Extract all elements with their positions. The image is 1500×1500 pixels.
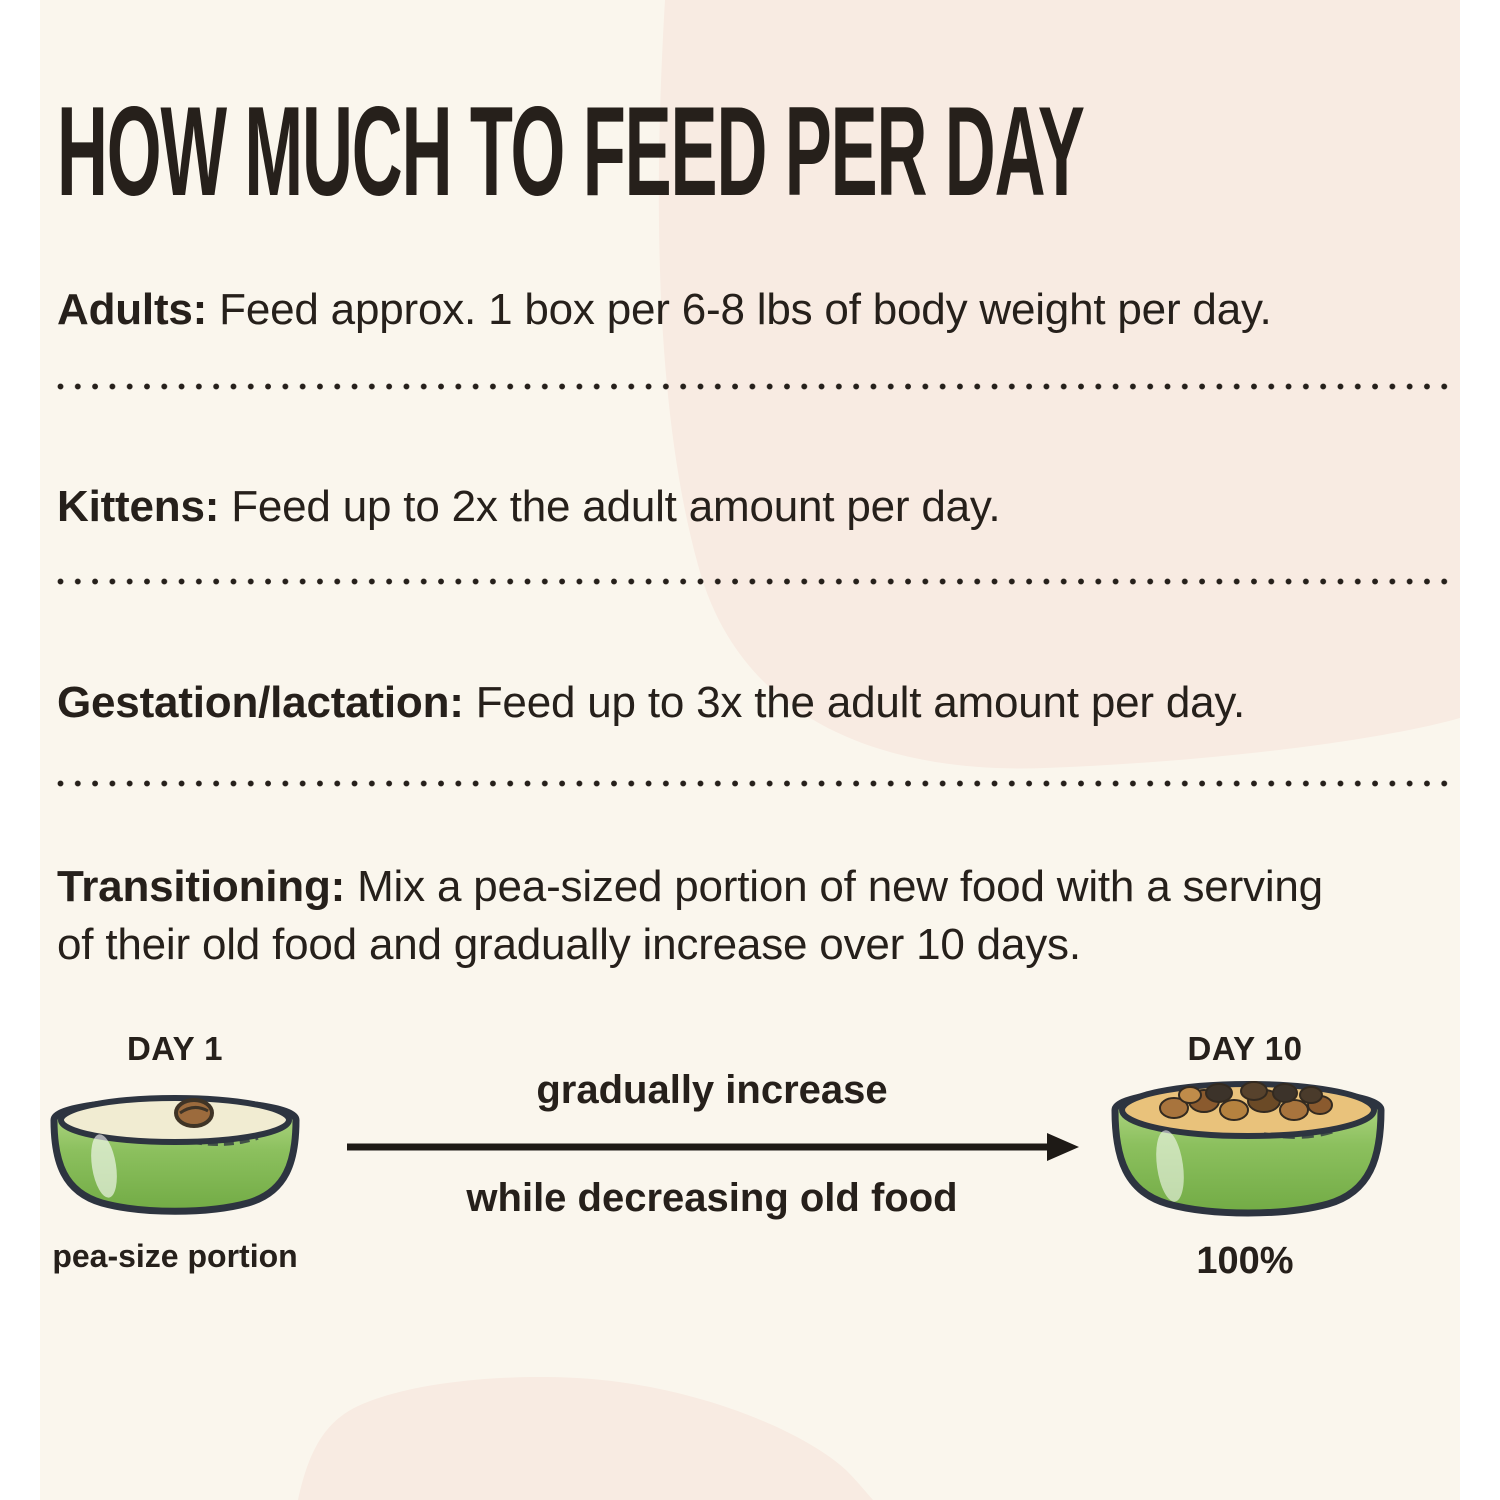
dotted-divider: [57, 780, 1455, 787]
guideline-adults-label: Adults:: [57, 285, 208, 334]
dotted-divider: [57, 383, 1455, 390]
guideline-transitioning-label: Transitioning:: [57, 862, 346, 911]
arrow-bottom-label: while decreasing old food: [466, 1176, 958, 1220]
arrow-top-label: gradually increase: [536, 1068, 888, 1112]
guideline-adults-text: Feed approx. 1 box per 6-8 lbs of body w…: [207, 285, 1272, 334]
guideline-transitioning-text: Mix a pea-sized portion of new food with…: [57, 862, 1323, 969]
day1-caption: pea-size portion: [52, 1238, 298, 1274]
guideline-gestation-text: Feed up to 3x the adult amount per day.: [463, 678, 1245, 727]
kibble-pile: [1159, 1081, 1333, 1121]
day10-label: DAY 10: [1187, 1030, 1303, 1067]
page-title: HOW MUCH TO FEED PER DAY: [57, 80, 1085, 222]
guideline-gestation-label: Gestation/lactation:: [57, 678, 464, 727]
blob-bottom-center: [298, 1377, 873, 1500]
dotted-divider: [57, 578, 1455, 585]
guideline-kittens-text: Feed up to 2x the adult amount per day.: [219, 482, 1001, 531]
guideline-transitioning: Transitioning: Mix a pea-sized portion o…: [57, 858, 1357, 974]
guideline-gestation: Gestation/lactation: Feed up to 3x the a…: [57, 674, 1377, 732]
guideline-adults: Adults: Feed approx. 1 box per 6-8 lbs o…: [57, 281, 1377, 339]
guideline-kittens: Kittens: Feed up to 2x the adult amount …: [57, 478, 1377, 536]
day10-bowl-illustration: [1104, 1064, 1392, 1237]
day1-bowl-illustration: [44, 1080, 306, 1227]
transition-arrow-icon: [345, 1127, 1079, 1167]
day1-label: DAY 1: [126, 1030, 224, 1067]
day10-caption: 100%: [1196, 1240, 1294, 1282]
guideline-kittens-label: Kittens:: [57, 482, 220, 531]
single-kibble: [174, 1098, 214, 1128]
